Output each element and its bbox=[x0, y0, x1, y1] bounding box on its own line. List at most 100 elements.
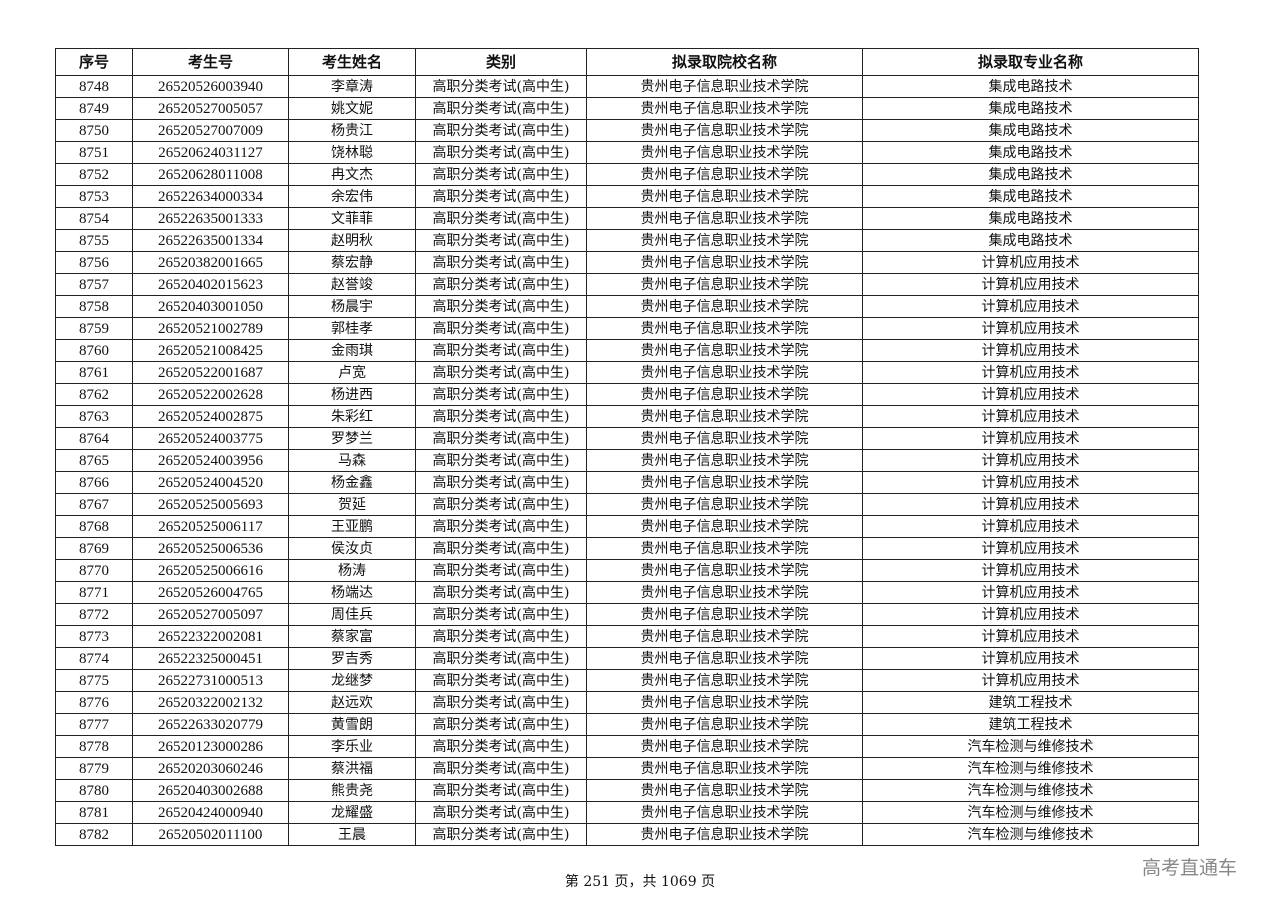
student-name: 马森 bbox=[288, 449, 416, 472]
row-index: 8750 bbox=[55, 119, 133, 142]
row-index: 8753 bbox=[55, 185, 133, 208]
major-name: 汽车检测与维修技术 bbox=[862, 823, 1199, 846]
student-name: 杨进西 bbox=[288, 383, 416, 406]
student-name: 杨端达 bbox=[288, 581, 416, 604]
school-name: 贵州电子信息职业技术学院 bbox=[586, 603, 863, 626]
student-name: 李乐业 bbox=[288, 735, 416, 758]
student-name: 赵明秋 bbox=[288, 229, 416, 252]
category: 高职分类考试(高中生) bbox=[415, 75, 587, 98]
category: 高职分类考试(高中生) bbox=[415, 603, 587, 626]
category: 高职分类考试(高中生) bbox=[415, 801, 587, 824]
table-header-row: 序号 考生号 考生姓名 类别 拟录取院校名称 拟录取专业名称 bbox=[55, 48, 1199, 76]
row-index: 8772 bbox=[55, 603, 133, 626]
exam-id: 26522634000334 bbox=[132, 185, 289, 208]
student-name: 赵远欢 bbox=[288, 691, 416, 714]
student-name: 赵誉竣 bbox=[288, 273, 416, 296]
school-name: 贵州电子信息职业技术学院 bbox=[586, 757, 863, 780]
school-name: 贵州电子信息职业技术学院 bbox=[586, 515, 863, 538]
exam-id: 26520525006536 bbox=[132, 537, 289, 560]
category: 高职分类考试(高中生) bbox=[415, 449, 587, 472]
table-row: 8750 26520527007009 杨贵江 高职分类考试(高中生) 贵州电子信息职业… bbox=[55, 119, 1199, 142]
row-index: 8763 bbox=[55, 405, 133, 428]
category: 高职分类考试(高中生) bbox=[415, 97, 587, 120]
exam-id: 26520524003956 bbox=[132, 449, 289, 472]
exam-id: 26520403001050 bbox=[132, 295, 289, 318]
exam-id: 26520524003775 bbox=[132, 427, 289, 450]
table-row: 8754 26522635001333 文菲菲 高职分类考试(高中生) 贵州电子信息职业… bbox=[55, 207, 1199, 230]
row-index: 8775 bbox=[55, 669, 133, 692]
exam-id: 26522635001334 bbox=[132, 229, 289, 252]
table-row: 8778 26520123000286 李乐业 高职分类考试(高中生) 贵州电子信息职业… bbox=[55, 735, 1199, 758]
table-row: 8782 26520502011100 王晨 高职分类考试(高中生) 贵州电子信息职业技… bbox=[55, 823, 1199, 846]
header-index: 序号 bbox=[55, 48, 133, 76]
major-name: 计算机应用技术 bbox=[862, 471, 1199, 494]
school-name: 贵州电子信息职业技术学院 bbox=[586, 361, 863, 384]
category: 高职分类考试(高中生) bbox=[415, 295, 587, 318]
exam-id: 26522633020779 bbox=[132, 713, 289, 736]
table-row: 8769 26520525006536 侯汝贞 高职分类考试(高中生) 贵州电子信息职业… bbox=[55, 537, 1199, 560]
school-name: 贵州电子信息职业技术学院 bbox=[586, 581, 863, 604]
row-index: 8778 bbox=[55, 735, 133, 758]
exam-id: 26520525005693 bbox=[132, 493, 289, 516]
major-name: 计算机应用技术 bbox=[862, 625, 1199, 648]
exam-id: 26520522002628 bbox=[132, 383, 289, 406]
table-row: 8753 26522634000334 余宏伟 高职分类考试(高中生) 贵州电子信息职业… bbox=[55, 185, 1199, 208]
school-name: 贵州电子信息职业技术学院 bbox=[586, 251, 863, 274]
header-category: 类别 bbox=[415, 48, 587, 76]
header-name: 考生姓名 bbox=[288, 48, 416, 76]
category: 高职分类考试(高中生) bbox=[415, 581, 587, 604]
school-name: 贵州电子信息职业技术学院 bbox=[586, 493, 863, 516]
school-name: 贵州电子信息职业技术学院 bbox=[586, 823, 863, 846]
student-name: 王亚鹏 bbox=[288, 515, 416, 538]
major-name: 计算机应用技术 bbox=[862, 581, 1199, 604]
major-name: 计算机应用技术 bbox=[862, 251, 1199, 274]
student-name: 王晨 bbox=[288, 823, 416, 846]
school-name: 贵州电子信息职业技术学院 bbox=[586, 471, 863, 494]
exam-id: 26520526004765 bbox=[132, 581, 289, 604]
header-school: 拟录取院校名称 bbox=[586, 48, 863, 76]
category: 高职分类考试(高中生) bbox=[415, 625, 587, 648]
major-name: 汽车检测与维修技术 bbox=[862, 801, 1199, 824]
major-name: 计算机应用技术 bbox=[862, 295, 1199, 318]
category: 高职分类考试(高中生) bbox=[415, 757, 587, 780]
exam-id: 26520203060246 bbox=[132, 757, 289, 780]
student-name: 熊贵尧 bbox=[288, 779, 416, 802]
student-name: 龙耀盛 bbox=[288, 801, 416, 824]
exam-id: 26520527007009 bbox=[132, 119, 289, 142]
major-name: 建筑工程技术 bbox=[862, 713, 1199, 736]
exam-id: 26520403002688 bbox=[132, 779, 289, 802]
major-name: 汽车检测与维修技术 bbox=[862, 735, 1199, 758]
exam-id: 26520402015623 bbox=[132, 273, 289, 296]
student-name: 蔡家富 bbox=[288, 625, 416, 648]
student-name: 姚文妮 bbox=[288, 97, 416, 120]
row-index: 8768 bbox=[55, 515, 133, 538]
exam-id: 26522322002081 bbox=[132, 625, 289, 648]
school-name: 贵州电子信息职业技术学院 bbox=[586, 735, 863, 758]
school-name: 贵州电子信息职业技术学院 bbox=[586, 713, 863, 736]
student-name: 饶林聪 bbox=[288, 141, 416, 164]
school-name: 贵州电子信息职业技术学院 bbox=[586, 163, 863, 186]
table-row: 8757 26520402015623 赵誉竣 高职分类考试(高中生) 贵州电子信息职业… bbox=[55, 273, 1199, 296]
exam-id: 26520527005097 bbox=[132, 603, 289, 626]
category: 高职分类考试(高中生) bbox=[415, 185, 587, 208]
student-name: 杨贵江 bbox=[288, 119, 416, 142]
school-name: 贵州电子信息职业技术学院 bbox=[586, 691, 863, 714]
school-name: 贵州电子信息职业技术学院 bbox=[586, 141, 863, 164]
major-name: 汽车检测与维修技术 bbox=[862, 757, 1199, 780]
category: 高职分类考试(高中生) bbox=[415, 317, 587, 340]
row-index: 8767 bbox=[55, 493, 133, 516]
major-name: 计算机应用技术 bbox=[862, 559, 1199, 582]
table-row: 8767 26520525005693 贺延 高职分类考试(高中生) 贵州电子信息职业技… bbox=[55, 493, 1199, 516]
school-name: 贵州电子信息职业技术学院 bbox=[586, 669, 863, 692]
category: 高职分类考试(高中生) bbox=[415, 273, 587, 296]
major-name: 计算机应用技术 bbox=[862, 603, 1199, 626]
major-name: 计算机应用技术 bbox=[862, 537, 1199, 560]
major-name: 集成电路技术 bbox=[862, 229, 1199, 252]
category: 高职分类考试(高中生) bbox=[415, 229, 587, 252]
student-name: 文菲菲 bbox=[288, 207, 416, 230]
major-name: 计算机应用技术 bbox=[862, 449, 1199, 472]
major-name: 计算机应用技术 bbox=[862, 427, 1199, 450]
exam-id: 26520322002132 bbox=[132, 691, 289, 714]
exam-id: 26520526003940 bbox=[132, 75, 289, 98]
category: 高职分类考试(高中生) bbox=[415, 427, 587, 450]
